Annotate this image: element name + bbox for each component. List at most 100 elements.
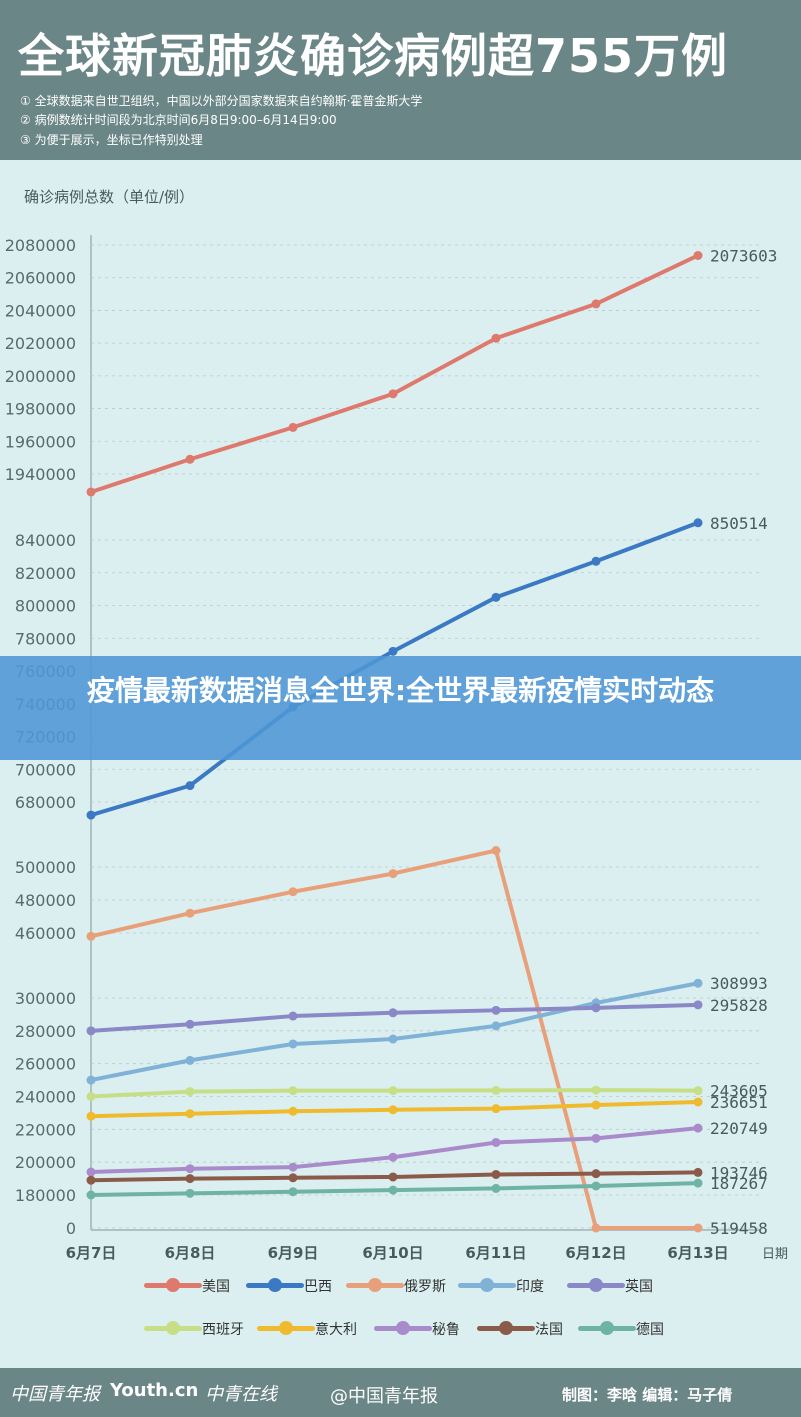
data-point (388, 1008, 398, 1018)
logo-cyd: 中国青年报 (10, 1384, 100, 1405)
legend-label: 意大利 (315, 1322, 357, 1338)
x-tick-label: 6月7日 (66, 1244, 117, 1262)
data-point (86, 1175, 96, 1185)
x-tick-label: 6月12日 (565, 1244, 626, 1262)
legend-label: 俄罗斯 (404, 1279, 446, 1295)
legend-label: 秘鲁 (432, 1322, 460, 1338)
data-point (388, 1185, 398, 1195)
y-tick-label: 300000 (15, 989, 76, 1008)
y-tick-label: 280000 (15, 1022, 76, 1041)
y-tick-label: 1980000 (5, 400, 76, 419)
data-point (388, 646, 398, 656)
data-point (388, 1086, 398, 1096)
data-point (491, 592, 501, 602)
data-point (288, 887, 298, 897)
data-point (693, 1000, 703, 1010)
y-tick-label: 260000 (15, 1055, 76, 1074)
page-title: 全球新冠肺炎确诊病例超755万例 (18, 29, 729, 83)
data-point (288, 1187, 298, 1197)
legend-swatch-dot (268, 1278, 282, 1292)
y-tick-label: 1940000 (5, 465, 76, 484)
end-value-label: 2073603 (710, 246, 777, 265)
y-tick-label: 2080000 (5, 236, 76, 255)
x-tick-label: 6月11日 (465, 1244, 526, 1262)
end-value-label: 236651 (710, 1093, 768, 1112)
x-tick-label: 6月8日 (165, 1244, 216, 1262)
data-point (591, 556, 601, 566)
data-point (591, 1223, 601, 1233)
data-point (86, 1190, 96, 1200)
legend-swatch-dot (499, 1321, 513, 1335)
legend-swatch-dot (166, 1321, 180, 1335)
legend-label: 西班牙 (202, 1322, 244, 1338)
data-point (388, 1034, 398, 1044)
data-point (693, 250, 703, 260)
y-tick-label: 1960000 (5, 432, 76, 451)
logo-youth: Youth.cn (110, 1380, 199, 1401)
y-tick-label: 2000000 (5, 367, 76, 386)
data-point (185, 908, 195, 918)
data-point (185, 1174, 195, 1184)
y-tick-label: 680000 (15, 793, 76, 812)
data-point (491, 1169, 501, 1179)
data-point (388, 389, 398, 399)
logo-cyol: 中青在线 (205, 1384, 277, 1405)
series-line (89, 253, 700, 494)
data-point (491, 1005, 501, 1015)
data-point (693, 978, 703, 988)
end-value-label: 243605 (710, 1082, 768, 1101)
y-tick-label: 0 (66, 1219, 76, 1238)
y-tick-label: 200000 (15, 1153, 76, 1172)
data-point (693, 1167, 703, 1177)
y-tick-label: 2040000 (5, 301, 76, 320)
note-source: ① 全球数据来自世卫组织，中国以外部分国家数据来自约翰斯·霍普金斯大学 (20, 94, 423, 108)
y-axis-label: 确诊病例总数（单位/例） (24, 188, 195, 206)
data-point (591, 299, 601, 309)
x-tick-label: 6月13日 (667, 1244, 728, 1262)
data-point (288, 1173, 298, 1183)
end-value-label: 193746 (710, 1163, 768, 1182)
end-value-label: 519458 (710, 1219, 768, 1238)
data-point (288, 1162, 298, 1172)
legend-swatch-dot (600, 1321, 614, 1335)
data-point (185, 1019, 195, 1029)
data-point (185, 1055, 195, 1065)
legend-swatch-dot (589, 1278, 603, 1292)
series-line (89, 1126, 700, 1175)
data-point (591, 1169, 601, 1179)
legend-label: 印度 (516, 1279, 544, 1295)
y-tick-label: 800000 (15, 597, 76, 616)
legend-swatch-dot (480, 1278, 494, 1292)
data-point (491, 333, 501, 343)
legend-swatch-dot (368, 1278, 382, 1292)
x-tick-label: 6月10日 (362, 1244, 423, 1262)
data-point (288, 1106, 298, 1116)
data-point (288, 1086, 298, 1096)
data-point (288, 1039, 298, 1049)
data-point (86, 1075, 96, 1085)
overlay-banner (0, 656, 801, 760)
data-point (491, 1085, 501, 1095)
line-chart: 2080000206000020400002020000200000019800… (5, 235, 788, 1262)
footer-bar (0, 1368, 801, 1417)
legend-label: 法国 (535, 1322, 563, 1338)
data-point (591, 1100, 601, 1110)
data-point (185, 781, 195, 791)
end-value-label: 220749 (710, 1119, 768, 1138)
data-point (388, 869, 398, 879)
data-point (185, 1109, 195, 1119)
data-point (86, 810, 96, 820)
y-tick-label: 780000 (15, 629, 76, 648)
end-value-label: 850514 (710, 514, 768, 533)
end-value-label: 308993 (710, 974, 768, 993)
header-bar (0, 0, 801, 160)
y-tick-label: 2060000 (5, 269, 76, 288)
data-point (491, 1183, 501, 1193)
data-point (185, 1188, 195, 1198)
data-point (86, 1092, 96, 1101)
data-point (86, 1111, 96, 1121)
data-point (591, 1181, 601, 1191)
data-point (86, 487, 96, 497)
data-point (591, 1003, 601, 1013)
data-point (491, 1021, 501, 1031)
